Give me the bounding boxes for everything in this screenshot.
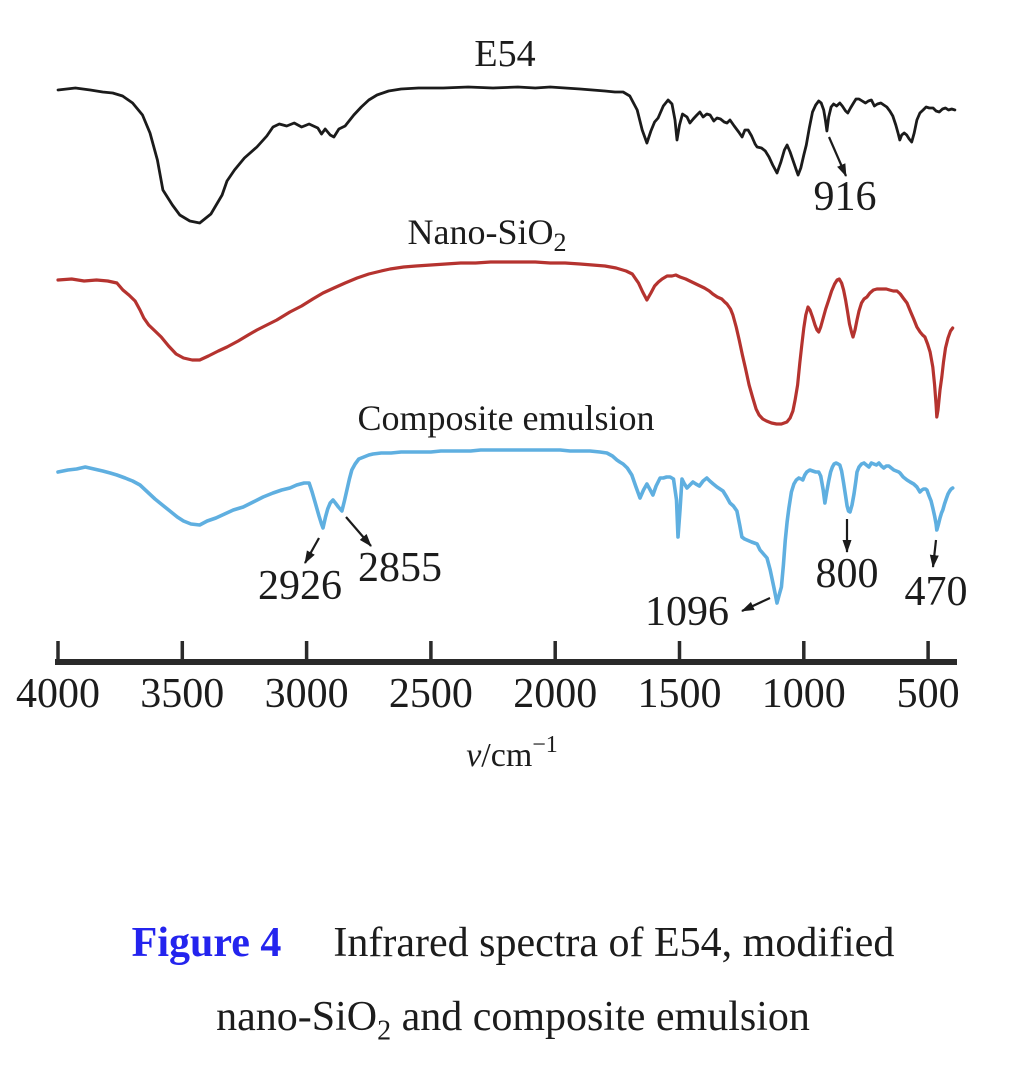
caption-line-1: Figure 4 Infrared spectra of E54, modifie…: [0, 906, 1026, 980]
annotation-label-800: 800: [816, 551, 879, 597]
peak-annotation-2855: 2855: [345, 516, 442, 591]
annotation-label-916: 916: [814, 174, 877, 220]
x-tick-label-500: 500: [897, 671, 960, 717]
peak-annotations: 916 2926 2855 1096 800 470: [258, 136, 968, 635]
x-axis-title: v/cm−1: [466, 732, 558, 774]
peak-annotation-470: 470: [905, 539, 968, 615]
x-tick-label-3000: 3000: [265, 671, 349, 717]
spectrum-curve-0: [56, 85, 957, 225]
annotation-label-2855: 2855: [358, 545, 442, 591]
annotation-arrow-2855: [345, 516, 372, 547]
series-label-e54: E54: [474, 33, 535, 75]
peak-annotation-916: 916: [814, 136, 877, 220]
annotation-label-470: 470: [905, 569, 968, 615]
series-label-composite-emulsion: Composite emulsion: [358, 398, 655, 438]
annotation-label-1096: 1096: [645, 589, 729, 635]
x-tick-label-1500: 1500: [638, 671, 722, 717]
annotation-arrow-916: [827, 136, 848, 177]
caption-line1-text: Infrared spectra of E54, modified: [333, 920, 895, 966]
spectrum-curve-1: [56, 260, 955, 426]
peak-annotation-1096: 1096: [645, 589, 771, 635]
peak-annotation-800: 800: [816, 519, 879, 597]
x-axis: 4000 3500 3000 2500 2000 1500 1000 500 v/cm−1: [16, 641, 960, 774]
figure-caption: Figure 4 Infrared spectra of E54, modifie…: [0, 906, 1026, 1068]
spectra-curves: [56, 85, 957, 605]
annotation-arrow-1096: [741, 597, 771, 612]
annotation-arrow-470: [929, 539, 939, 568]
x-tick-label-3500: 3500: [140, 671, 224, 717]
x-tick-label-2500: 2500: [389, 671, 473, 717]
x-tick-label-1000: 1000: [762, 671, 846, 717]
peak-annotation-2926: 2926: [258, 537, 342, 609]
x-tick-label-2000: 2000: [513, 671, 597, 717]
ir-spectra-chart: E54 Nano-SiO2 Composite emulsion 916 2926…: [16, 33, 968, 774]
caption-line2-pre: nano-SiO: [216, 994, 378, 1040]
spectrum-curve-2: [56, 448, 955, 605]
annotation-arrow-2926: [304, 537, 320, 564]
caption-line-2: nano-SiO2 and composite emulsion: [0, 980, 1026, 1068]
caption-line2-post: and composite emulsion: [391, 994, 810, 1040]
x-tick-label-4000: 4000: [16, 671, 100, 717]
figure-number-label: Figure 4: [131, 920, 282, 966]
annotation-label-2926: 2926: [258, 563, 342, 609]
series-label-nano-sio2: Nano-SiO2: [408, 212, 567, 257]
caption-line2-subscript: 2: [377, 1015, 392, 1047]
